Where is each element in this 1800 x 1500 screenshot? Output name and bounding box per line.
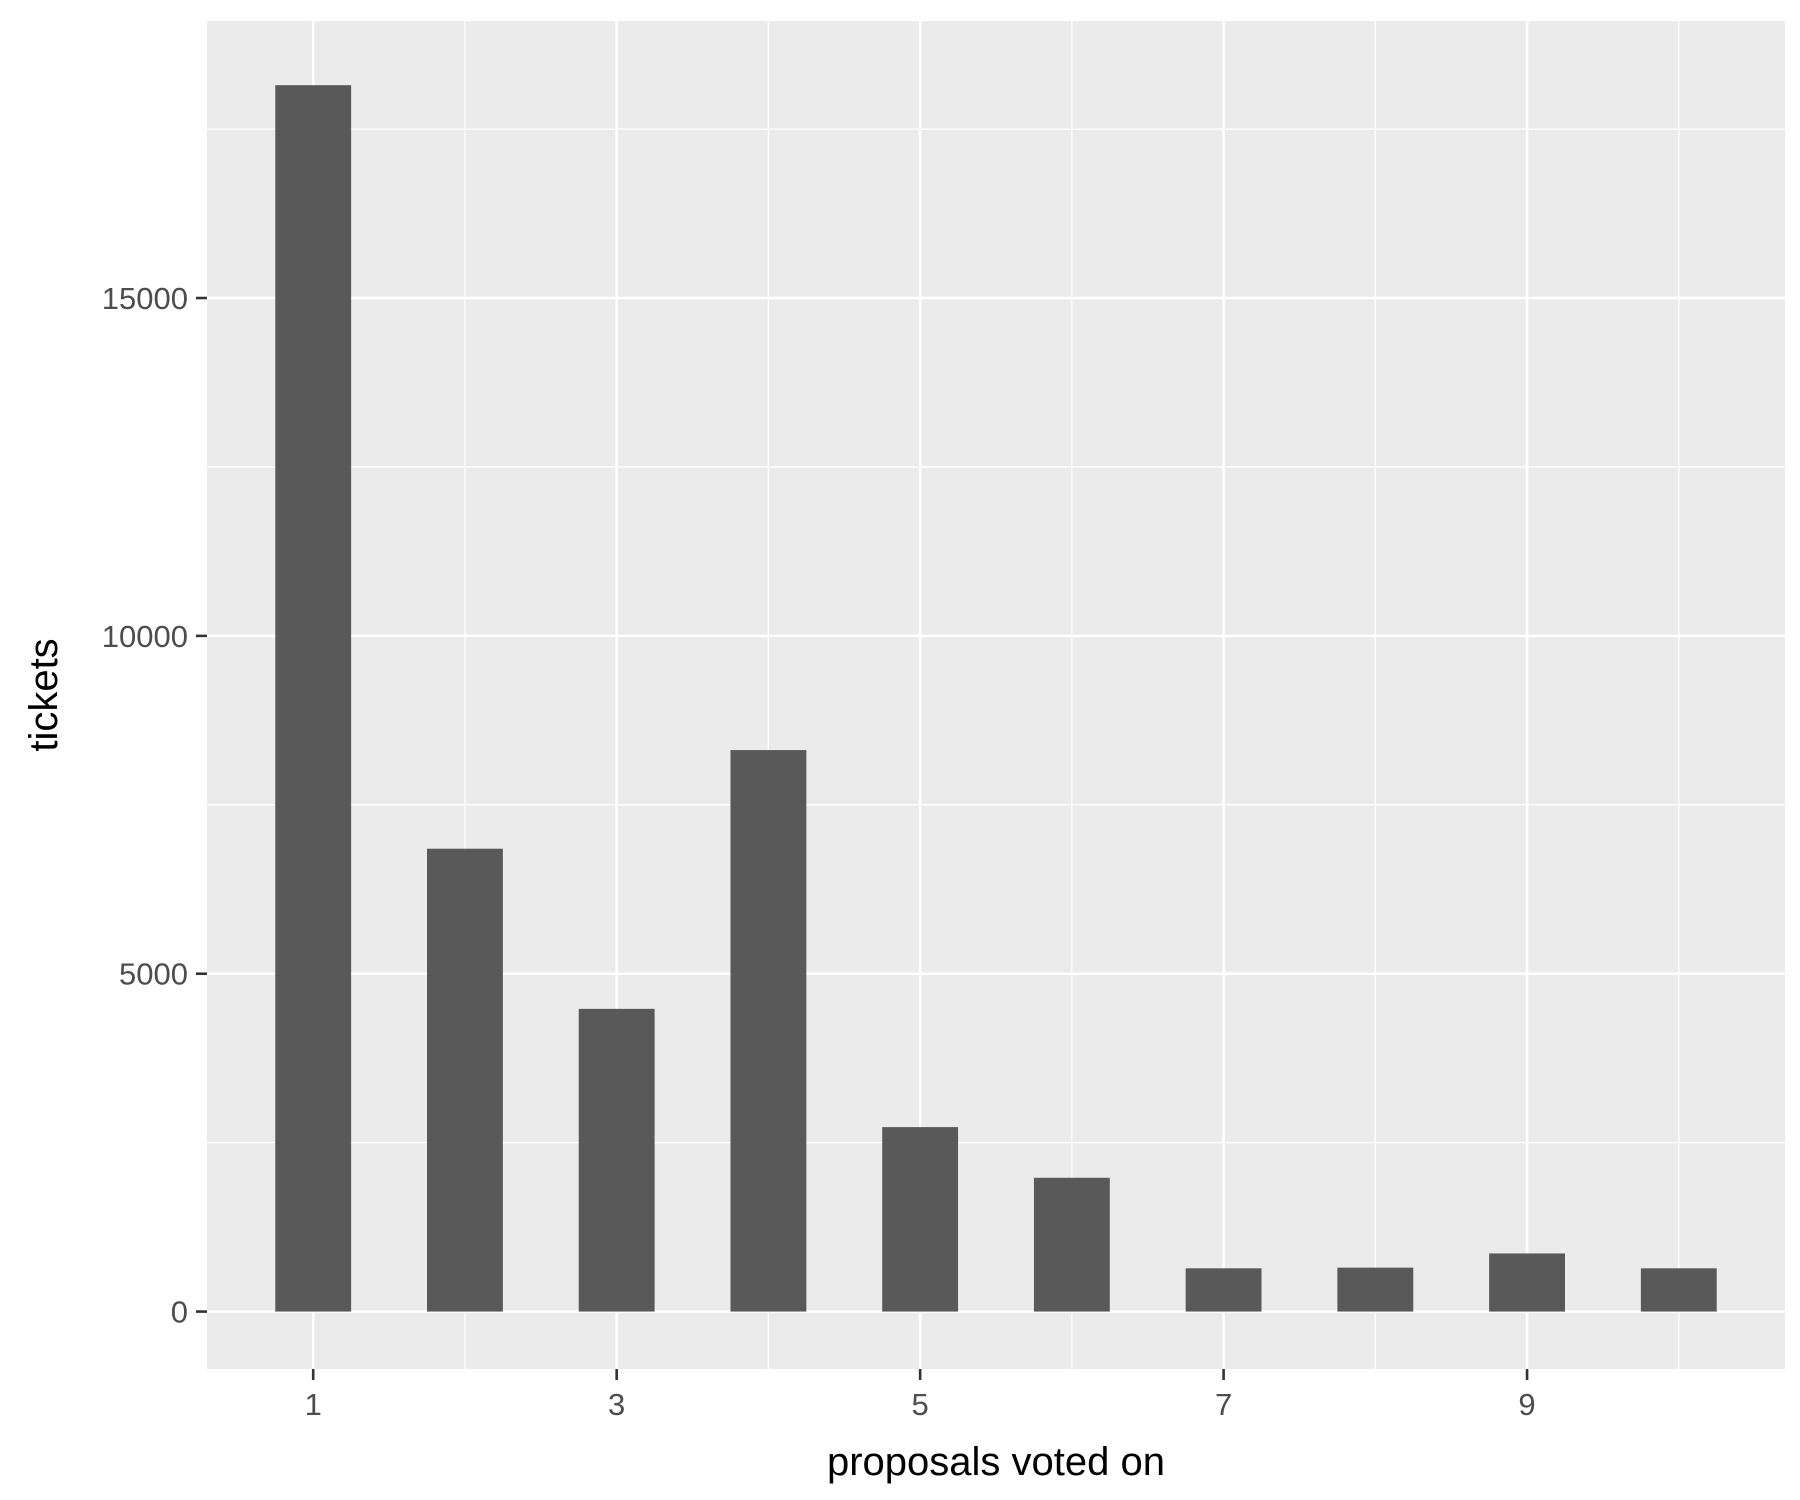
bar-10 <box>1640 1268 1717 1312</box>
x-tick-label: 7 <box>1215 1387 1232 1422</box>
x-axis: 1 3 5 7 9 <box>305 1369 1536 1422</box>
y-tick-label: 15000 <box>102 281 188 316</box>
y-axis: 0 5000 10000 15000 <box>102 281 207 1330</box>
bar-3 <box>578 1008 655 1312</box>
bar-1 <box>275 85 352 1312</box>
bar-8 <box>1337 1267 1414 1312</box>
bar-7 <box>1185 1268 1262 1312</box>
y-tick-label: 10000 <box>102 619 188 654</box>
bar-4 <box>730 750 807 1312</box>
bar-6 <box>1033 1177 1110 1312</box>
bar-5 <box>882 1127 959 1312</box>
x-axis-title: proposals voted on <box>827 1440 1165 1484</box>
y-tick-label: 0 <box>171 1295 188 1330</box>
x-tick-label: 1 <box>305 1387 322 1422</box>
bars <box>275 85 1717 1312</box>
bar-2 <box>427 848 503 1312</box>
x-tick-label: 5 <box>912 1387 929 1422</box>
y-tick-label: 5000 <box>119 957 188 992</box>
x-tick-label: 3 <box>608 1387 625 1422</box>
x-tick-label: 9 <box>1518 1387 1535 1422</box>
bar-9 <box>1489 1253 1565 1312</box>
y-axis-title: tickets <box>22 638 66 751</box>
